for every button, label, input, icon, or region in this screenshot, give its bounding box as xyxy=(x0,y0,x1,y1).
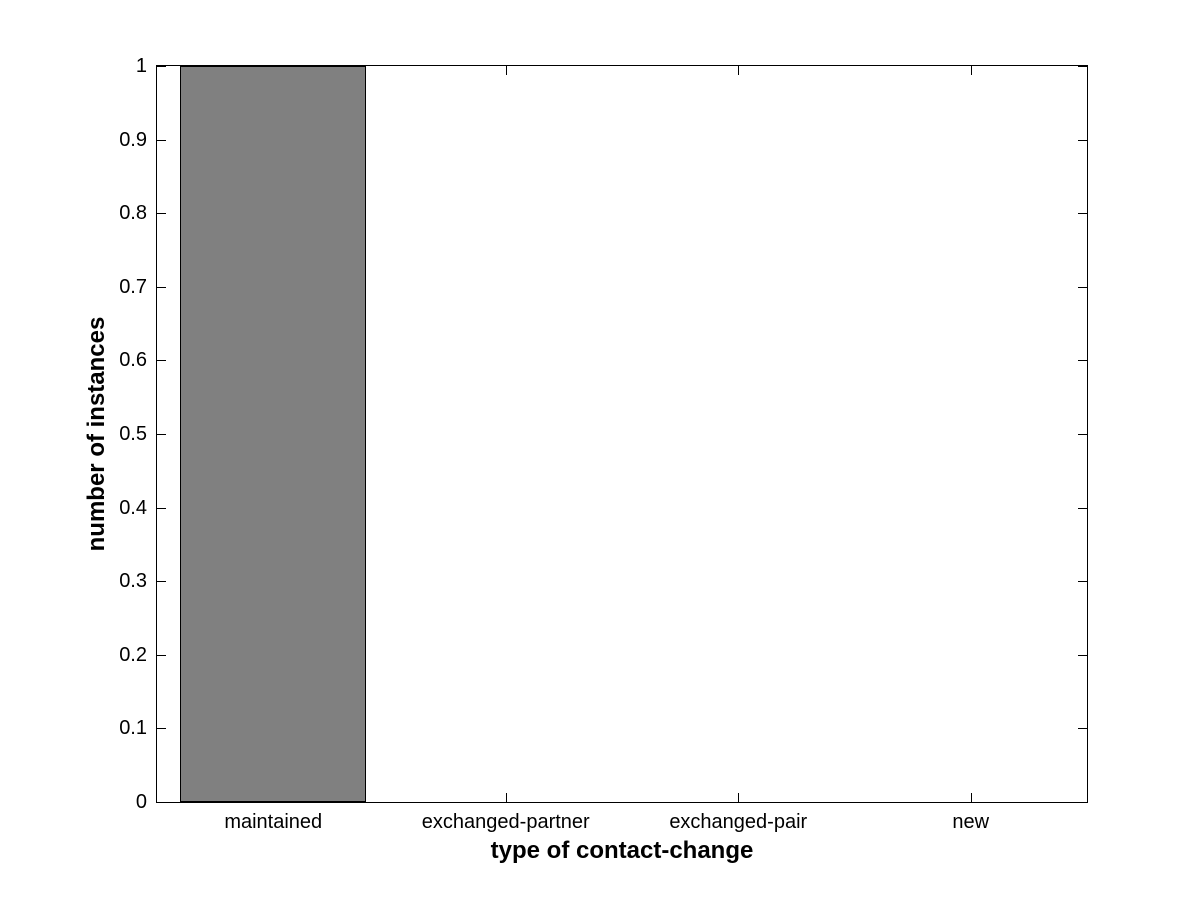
y-tick-mark xyxy=(157,508,166,509)
y-tick-label: 0.3 xyxy=(119,570,147,593)
y-tick-label: 0.9 xyxy=(119,128,147,151)
y-tick-mark xyxy=(157,360,166,361)
y-tick-mark xyxy=(157,581,166,582)
y-tick-mark-right xyxy=(1078,287,1087,288)
x-tick-mark-top xyxy=(738,66,739,75)
y-tick-mark-right xyxy=(1078,434,1087,435)
y-tick-label: 0.8 xyxy=(119,202,147,225)
y-tick-mark xyxy=(157,66,166,67)
bar-maintained xyxy=(180,66,366,802)
y-tick-mark-right xyxy=(1078,66,1087,67)
y-tick-mark-right xyxy=(1078,655,1087,656)
y-tick-mark xyxy=(157,140,166,141)
y-tick-mark xyxy=(157,655,166,656)
y-tick-mark xyxy=(157,728,166,729)
y-tick-mark-right xyxy=(1078,728,1087,729)
x-axis-label: type of contact-change xyxy=(490,837,754,864)
y-tick-mark xyxy=(157,213,166,214)
y-tick-label: 0.7 xyxy=(119,275,147,298)
y-tick-mark xyxy=(157,434,166,435)
x-tick-mark xyxy=(971,793,972,802)
y-tick-label: 0.5 xyxy=(119,423,147,445)
y-tick-mark-right xyxy=(1078,508,1087,509)
x-tick-label: new xyxy=(952,811,990,833)
y-tick-mark-right xyxy=(1078,213,1087,214)
y-tick-label: 0.1 xyxy=(119,717,147,740)
x-tick-mark xyxy=(506,793,507,802)
x-tick-label: maintained xyxy=(224,811,323,833)
y-tick-mark-right xyxy=(1078,581,1087,582)
x-tick-mark-top xyxy=(506,66,507,75)
x-tick-label: exchanged-pair xyxy=(669,811,808,833)
y-tick-label: 0.2 xyxy=(119,643,147,666)
y-tick-mark-right xyxy=(1078,802,1087,803)
x-tick-label: exchanged-partner xyxy=(421,811,590,833)
x-tick-mark-top xyxy=(971,66,972,75)
x-tick-mark xyxy=(738,793,739,802)
plot-area xyxy=(156,65,1088,803)
y-tick-label: 0 xyxy=(135,791,147,813)
y-tick-label: 1 xyxy=(135,55,147,77)
y-tick-label: 0.4 xyxy=(119,496,147,519)
y-tick-mark-right xyxy=(1078,140,1087,141)
y-tick-mark xyxy=(157,802,166,803)
y-tick-label: 0.6 xyxy=(119,349,147,372)
y-tick-mark-right xyxy=(1078,360,1087,361)
y-tick-mark xyxy=(157,287,166,288)
